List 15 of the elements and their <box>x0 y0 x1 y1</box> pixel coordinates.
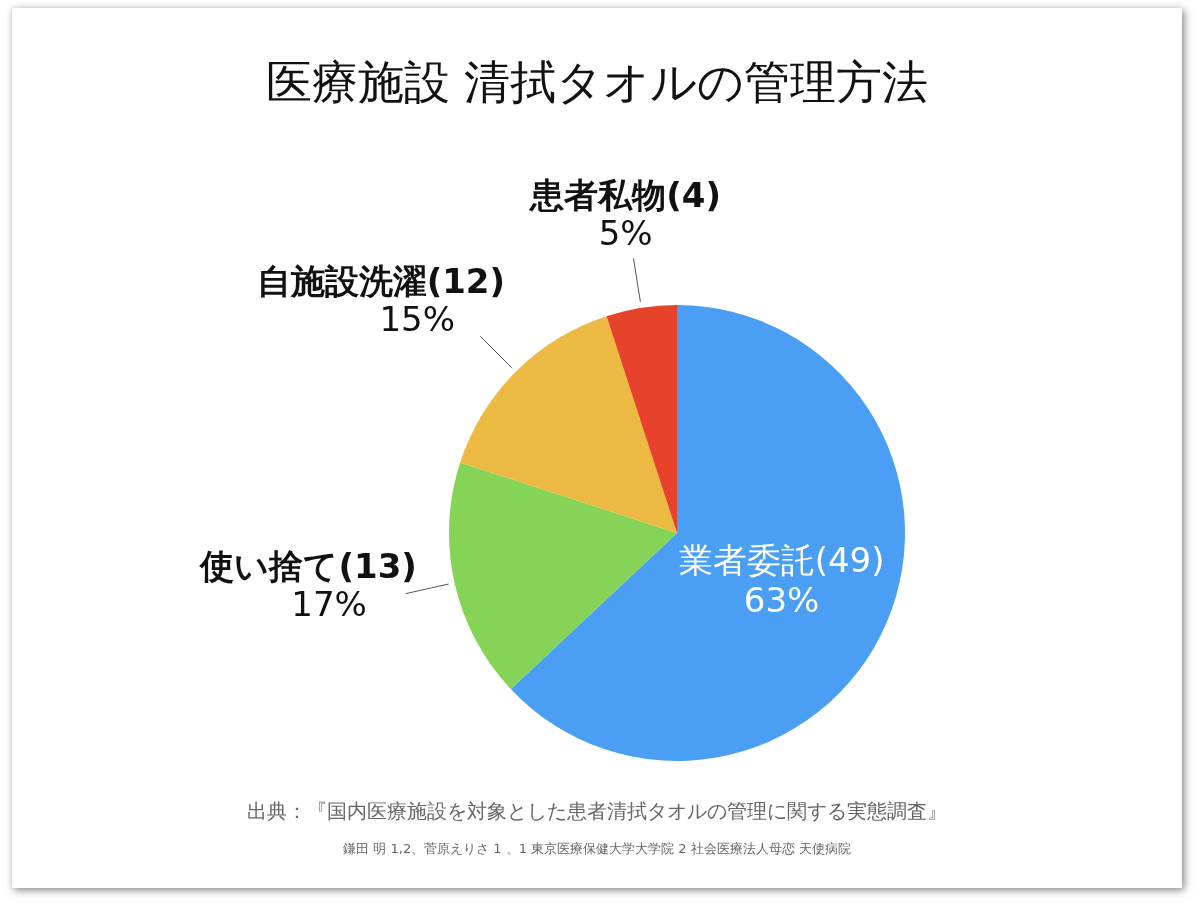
chart-title: 医療施設 清拭タオルの管理方法 <box>264 54 930 111</box>
slice-label: 使い捨て(13) <box>199 546 417 587</box>
text: 鎌田 明 1,2、菅原えりさ 1 、1 東京医療保健大学大学院 2 社会医療法人母恋 天使病院 <box>342 840 852 858</box>
slice-label: 自施設洗濯(12) <box>256 261 506 302</box>
data-label: 17% <box>291 584 367 625</box>
slice-label: 業者委託(49) <box>678 540 885 581</box>
data-label: 5% <box>598 212 653 253</box>
data-label: 63% <box>743 580 820 621</box>
pie-slice <box>460 316 677 533</box>
pie-slice <box>606 305 677 533</box>
pie-slice <box>449 462 677 690</box>
source-note: 出典：『国内医療施設を対象とした患者清拭タオルの管理に関する実態調査』 <box>246 798 948 825</box>
pie-slice <box>510 305 905 761</box>
data-label: 15% <box>379 299 456 340</box>
slice-label: 患者私物(4) <box>528 174 722 215</box>
